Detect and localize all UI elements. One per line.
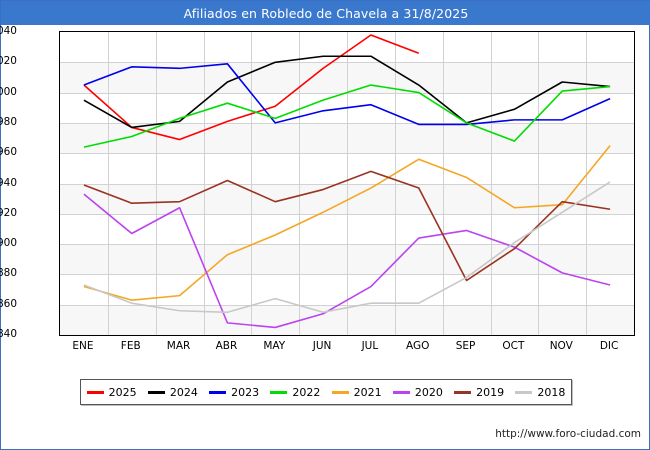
series-line-2022 [84,85,610,147]
legend-swatch-icon [454,390,472,394]
grid-line-vertical [586,32,588,335]
y-axis-tick-label: 900 [0,237,17,250]
x-axis-tick-label: NOV [549,340,573,352]
legend-swatch-icon [392,390,410,394]
legend-item-2020[interactable]: 2020 [392,385,443,399]
legend-label: 2020 [414,385,443,399]
legend-swatch-icon [147,390,165,394]
series-line-2019 [84,171,610,280]
series-line-2021 [84,146,610,301]
legend-item-2022[interactable]: 2022 [270,386,320,399]
legend-label: 2025 [108,385,137,399]
legend-label: 2021 [353,385,382,399]
legend-swatch-icon [270,390,288,394]
window-title-bar: Afiliados en Robledo de Chavela a 31/8/2… [1,1,650,25]
legend-label: 2018 [537,385,566,399]
y-axis-tick-label: 920 [0,206,17,219]
legend-swatch-icon [86,390,104,394]
y-axis-tick-label: 1040 [0,25,17,37]
y-axis-tick-label: 1020 [0,55,17,68]
x-axis-tick-label: MAY [263,340,286,352]
series-lines [60,32,634,335]
grid-line-vertical [347,32,348,335]
x-axis-tick-label: MAR [166,340,191,352]
x-axis-tick-label: ENE [72,340,94,352]
legend-item-2018[interactable]: 2018 [515,386,565,399]
grid-line-vertical [155,32,157,335]
legend-swatch-icon [515,390,533,394]
legend-item-2021[interactable]: 2021 [331,385,382,399]
y-axis-tick-label: 1000 [0,85,17,98]
legend-label: 2024 [169,385,198,399]
x-axis-tick-label: JUL [361,340,379,352]
series-line-2023 [84,64,610,125]
legend-label: 2023 [231,385,260,399]
page-title: Afiliados en Robledo de Chavela a 31/8/2… [183,5,469,21]
x-axis-tick-label: ABR [215,340,238,352]
x-axis-tick-label: AGO [406,340,430,352]
x-axis-tick-label: SEP [455,340,476,352]
legend-item-2025[interactable]: 2025 [86,385,137,399]
y-axis-tick-label: 840 [0,328,17,340]
legend-item-2019[interactable]: 2019 [454,386,504,399]
grid-line-vertical [490,32,492,335]
legend-label: 2019 [476,385,505,399]
plot-area [59,31,635,336]
legend-item-2024[interactable]: 2024 [147,385,198,399]
x-axis-tick-label: JUN [312,340,332,352]
y-axis-tick-label: 880 [0,267,17,280]
grid-line-vertical [107,32,109,335]
grid-line-vertical [442,32,444,335]
plot-wrapper: FORO-CIUDAD.COM 840860880900920940960980… [0,25,650,365]
series-line-2025 [84,35,419,140]
series-line-2024 [84,56,610,127]
y-axis-tick-label: 860 [0,297,17,310]
series-line-2018 [84,182,610,312]
source-url: http://www.foro-ciudad.com [495,428,641,440]
legend-swatch-icon [209,390,227,394]
grid-line-vertical [394,32,396,335]
legend-label: 2022 [292,385,321,399]
y-axis-tick-label: 940 [0,176,17,189]
x-axis-tick-label: FEB [120,340,141,352]
x-axis-tick-label: DIC [599,340,619,352]
grid-line-vertical [538,32,540,335]
series-line-2020 [84,194,610,327]
y-axis-tick-label: 960 [0,146,17,159]
x-axis-tick-label: OCT [502,340,525,352]
chart-legend: 2025 2024 2023 2022 2021 2020 2019 2018 [80,379,572,405]
y-axis-tick-label: 980 [0,115,17,128]
grid-line-vertical [299,32,301,335]
grid-line-vertical [203,32,205,335]
legend-item-2023[interactable]: 2023 [209,386,259,399]
grid-line-vertical [251,32,253,335]
legend-swatch-icon [331,390,349,394]
